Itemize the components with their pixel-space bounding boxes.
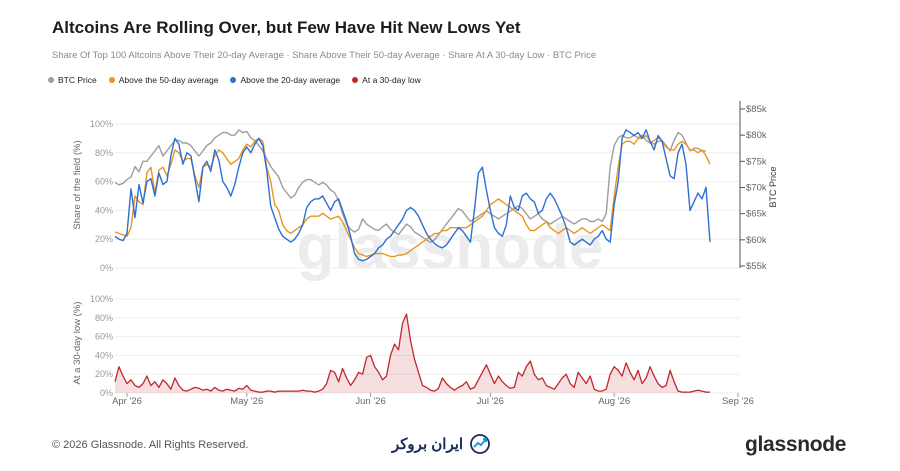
y-tick-label-top: 60% (95, 177, 113, 187)
y-tick-label-right: $55k (746, 261, 767, 272)
y-tick-label-bottom: 20% (95, 369, 113, 379)
y-axis-title-bottom: At a 30-day low (%) (72, 302, 83, 385)
partner-brand-text: ایران بروکر (392, 436, 464, 453)
y-tick-label-right: $85k (746, 104, 767, 115)
legend-label-above-20d: Above the 20-day average (240, 75, 341, 85)
chart-legend: BTC Price Above the 50-day average Above… (48, 75, 421, 85)
x-tick-label: Aug '26 (598, 396, 630, 407)
legend-dot-btc-price (48, 77, 54, 83)
legend-item-30d-low[interactable]: At a 30-day low (352, 75, 421, 85)
series-area-at-a-30-day-low (115, 314, 710, 393)
y-tick-label-right: $70k (746, 183, 767, 194)
y-tick-label-right: $75k (746, 156, 767, 167)
legend-dot-above-20d (230, 77, 237, 83)
series-line-at-a-30-day-low (114, 313, 710, 393)
y-tick-label-right: $80k (746, 130, 767, 141)
x-tick-label: Apr '26 (112, 396, 142, 407)
y-axis-title-right: BTC Price (768, 166, 778, 207)
y-tick-label-bottom: 40% (95, 350, 113, 360)
bottom-panel-series (114, 313, 710, 393)
copyright-text: © 2026 Glassnode. All Rights Reserved. (52, 439, 249, 451)
y-tick-label-top: 0% (100, 263, 113, 273)
y-tick-label-bottom: 0% (100, 388, 113, 398)
y-tick-label-bottom: 80% (95, 313, 113, 323)
y-tick-label-top: 20% (95, 234, 113, 244)
y-tick-label-top: 40% (95, 205, 113, 215)
series-line-above-the-20-day-average (114, 129, 711, 262)
x-tick-label: Jul '26 (477, 396, 504, 407)
x-axis: Apr '26 May '26 Jun '26 Jul '26 Aug '26 Sep '… (112, 393, 754, 407)
x-tick-label: May '26 (230, 396, 263, 407)
legend-label-30d-low: At a 30-day low (362, 75, 421, 85)
x-tick-label: Sep '26 (722, 396, 754, 407)
series-line-above-the-50-day-average (114, 134, 711, 258)
legend-label-btc-price: BTC Price (58, 75, 97, 85)
right-y-axis: $55k $60k $65k $70k $75k $80k $85k BTC Price (739, 101, 778, 272)
chart-subtitle: Share Of Top 100 Altcoins Above Their 20… (52, 50, 597, 61)
y-tick-label-right: $60k (746, 235, 767, 246)
legend-dot-30d-low (352, 77, 359, 83)
legend-label-above-50d: Above the 50-day average (118, 75, 219, 85)
y-tick-label-right: $65k (746, 209, 767, 220)
y-tick-label-bottom: 60% (95, 332, 113, 342)
chart-title: Altcoins Are Rolling Over, but Few Have … (52, 18, 521, 37)
trend-up-icon (470, 434, 490, 454)
top-panel-series (114, 129, 711, 262)
series-line-btc-price (114, 129, 706, 244)
y-tick-label-bottom: 100% (90, 294, 113, 304)
legend-dot-above-50d (108, 77, 115, 83)
legend-item-above-50d[interactable]: Above the 50-day average (108, 75, 219, 85)
top-panel-grid (115, 123, 740, 269)
partner-brand: ایران بروکر (392, 434, 491, 454)
legend-item-above-20d[interactable]: Above the 20-day average (230, 75, 340, 85)
top-panel-y-axis: 0% 20% 40% 60% 80% 100% Share of the field (%) (72, 119, 113, 273)
x-tick-label: Jun '26 (355, 396, 385, 407)
y-tick-label-top: 100% (90, 119, 113, 129)
y-axis-title-top: Share of the field (%) (72, 140, 83, 229)
legend-item-btc-price[interactable]: BTC Price (48, 75, 97, 85)
glassnode-logo: glassnode (745, 433, 847, 456)
bottom-panel-y-axis: 0% 20% 40% 60% 80% 100% At a 30-day low (%) (72, 294, 113, 398)
y-tick-label-top: 80% (95, 148, 113, 158)
